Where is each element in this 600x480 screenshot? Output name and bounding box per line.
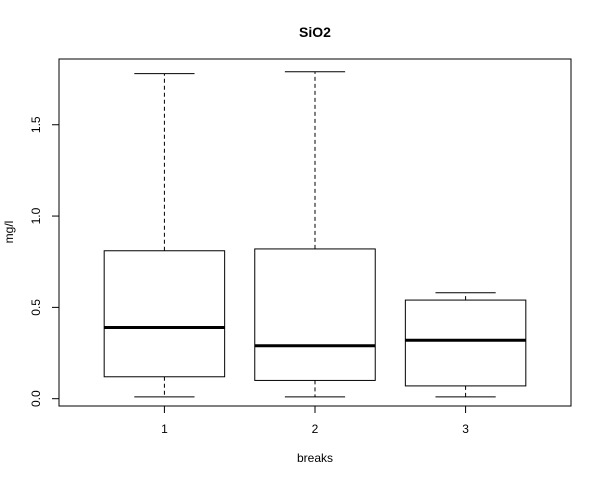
box-1	[103, 73, 226, 398]
y-axis-label: mg/l	[2, 221, 16, 244]
y-tick-label: 0.0	[29, 390, 43, 407]
iqr-box	[254, 248, 376, 381]
x-axis: 1 2 3	[161, 406, 469, 436]
box-2	[254, 71, 376, 398]
x-tick-label: 2	[312, 422, 319, 436]
y-tick-label: 1.5	[29, 116, 43, 133]
chart-title: SiO2	[299, 24, 331, 40]
iqr-box	[103, 250, 226, 378]
y-tick-label: 1.0	[29, 207, 43, 224]
x-axis-label: breaks	[297, 451, 333, 465]
box-3	[404, 292, 527, 398]
y-tick-label: 0.5	[29, 299, 43, 316]
x-tick-label: 3	[462, 422, 469, 436]
iqr-box	[404, 299, 527, 387]
y-axis: 0.0 0.5 1.0 1.5	[29, 116, 59, 407]
x-tick-label: 1	[161, 422, 168, 436]
boxes-group	[103, 71, 527, 398]
